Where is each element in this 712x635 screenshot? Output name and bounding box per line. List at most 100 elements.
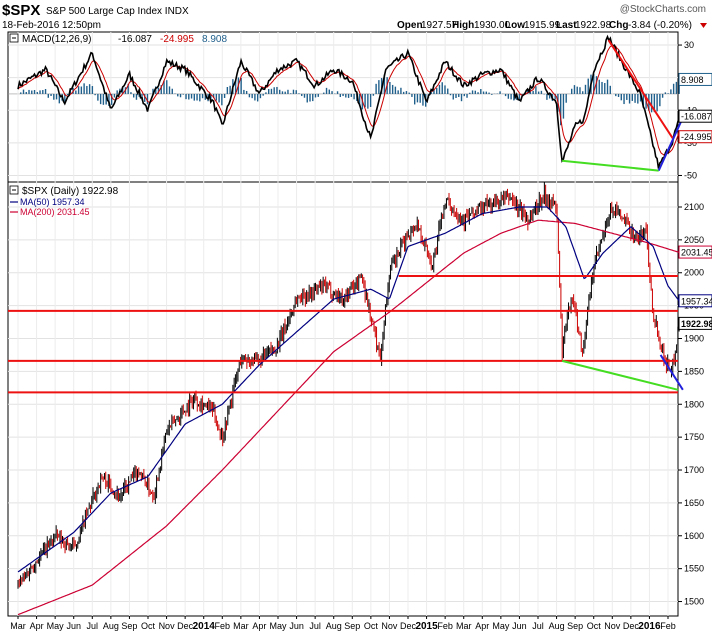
ma200-badge-box	[678, 245, 712, 259]
price-legend-ma50: MA(50) 1957.34	[20, 197, 85, 207]
price-tick-label: 1600	[684, 531, 704, 541]
price-legend-title: $SPX (Daily) 1922.98	[22, 186, 119, 197]
x-tick-label: Feb	[660, 621, 676, 631]
x-tick-label: Apr	[252, 621, 266, 631]
signal-badge: -24.995	[681, 132, 712, 142]
macd-line	[17, 34, 680, 169]
x-tick-label: 2015	[415, 621, 438, 632]
macd-tick-label: 30	[684, 40, 694, 50]
x-tick-label: Mar	[456, 621, 472, 631]
x-tick-label: May	[47, 621, 65, 631]
x-tick-label: Nov	[159, 621, 176, 631]
x-tick-label: Apr	[30, 621, 44, 631]
price-trend-line	[659, 354, 684, 391]
macd-panel-frame	[7, 31, 679, 183]
macd-signal-line	[17, 45, 680, 156]
macd-histogram	[20, 73, 680, 126]
hist-badge: 8.908	[681, 75, 704, 85]
chg-value: -3.84 (-0.20%)	[628, 20, 692, 31]
price-tick-label: 1500	[684, 597, 704, 607]
x-tick-label: 2014	[193, 621, 216, 632]
x-tick-label: Oct	[364, 621, 379, 631]
x-tick-label: Feb	[437, 621, 453, 631]
x-tick-label: Jun	[289, 621, 304, 631]
ma200-badge: 2031.45	[681, 248, 712, 258]
ma200-line	[17, 219, 680, 616]
x-tick-label: Aug	[549, 621, 565, 631]
macd-trend-line	[562, 159, 659, 172]
price-tick-label: 1700	[684, 465, 704, 475]
ma50-badge-box	[678, 294, 712, 308]
x-tick-label: Dec	[400, 621, 417, 631]
last-badge: 1922.98	[681, 319, 712, 329]
macd-legend-hist: 8.908	[202, 34, 227, 45]
macd-badge-box	[678, 109, 712, 123]
signal-badge-box	[678, 130, 712, 144]
open-value: 1927.57	[421, 20, 458, 31]
macd-grid	[8, 32, 678, 182]
macd-legend-macd: -16.087	[118, 34, 152, 45]
x-tick-label: Dec	[623, 621, 640, 631]
trend-lines	[8, 39, 686, 394]
x-tick-label: Jun	[66, 621, 81, 631]
x-tick-label: Sep	[344, 621, 360, 631]
hist-badge-box	[678, 72, 712, 86]
price-grid	[8, 182, 678, 616]
down-arrow-icon	[700, 23, 707, 28]
x-tick-label: Nov	[381, 621, 398, 631]
price-tick-label: 2050	[684, 235, 704, 245]
high-label: High	[452, 20, 474, 31]
x-tick-label: Aug	[326, 621, 342, 631]
price-tick-label: 1650	[684, 498, 704, 508]
macd-badge: -16.087	[681, 112, 712, 122]
macd-legend-signal: -24.995	[160, 34, 194, 45]
x-tick-label: Jul	[309, 621, 321, 631]
low-label: Low	[505, 20, 525, 31]
x-tick-label: Mar	[233, 621, 249, 631]
x-tick-label: Mar	[10, 621, 26, 631]
last-badge-box	[678, 316, 712, 330]
price-tick-label: 2000	[684, 268, 704, 278]
open-label: Open	[397, 20, 423, 31]
price-tick-label: 2100	[684, 202, 704, 212]
macd-lines	[17, 34, 680, 169]
price-tick-label: 1750	[684, 432, 704, 442]
price-tick-label: 1850	[684, 366, 704, 376]
watermark: @StockCharts.com	[620, 4, 706, 15]
price-legend: $SPX (Daily) 1922.98 MA(50) 1957.34 MA(2…	[9, 185, 119, 217]
price-tick-label: 1550	[684, 564, 704, 574]
last-label: Last	[556, 20, 577, 31]
header-name: S&P 500 Large Cap Index INDX	[46, 6, 189, 17]
price-trend-line	[561, 359, 679, 391]
moving-averages	[17, 206, 680, 616]
x-tick-label: Jun	[512, 621, 527, 631]
macd-trend-line	[657, 113, 686, 172]
x-tick-label: Apr	[475, 621, 489, 631]
macd-legend-label: MACD(12,26,9)	[22, 34, 91, 45]
last-value: 1922.98	[575, 20, 612, 31]
x-tick-label: May	[269, 621, 287, 631]
x-tick-label: Nov	[604, 621, 621, 631]
ma50-badge: 1957.34	[681, 296, 712, 306]
x-tick-label: Aug	[103, 621, 119, 631]
macd-tick-label: -50	[684, 170, 697, 180]
x-tick-label: May	[492, 621, 510, 631]
x-tick-label: 2016	[638, 621, 661, 632]
price-tick-label: 1900	[684, 334, 704, 344]
x-tick-label: Sep	[121, 621, 137, 631]
macd-trend-line	[607, 39, 675, 141]
x-tick-label: Jul	[87, 621, 99, 631]
x-tick-label: Feb	[215, 621, 231, 631]
macd-legend: MACD(12,26,9) -16.087 -24.995 8.908	[9, 33, 227, 45]
x-tick-label: Jul	[532, 621, 544, 631]
x-tick-label: Oct	[587, 621, 602, 631]
price-panel-frame	[7, 181, 679, 617]
price-legend-ma200: MA(200) 2031.45	[20, 207, 90, 217]
price-bars	[17, 182, 680, 589]
x-tick-label: Sep	[567, 621, 583, 631]
x-tick-label: Oct	[141, 621, 156, 631]
high-value: 1930.00	[474, 20, 511, 31]
chg-label: Chg	[609, 20, 628, 31]
price-tick-label: 1800	[684, 399, 704, 409]
header-symbol: $SPX	[2, 2, 40, 19]
